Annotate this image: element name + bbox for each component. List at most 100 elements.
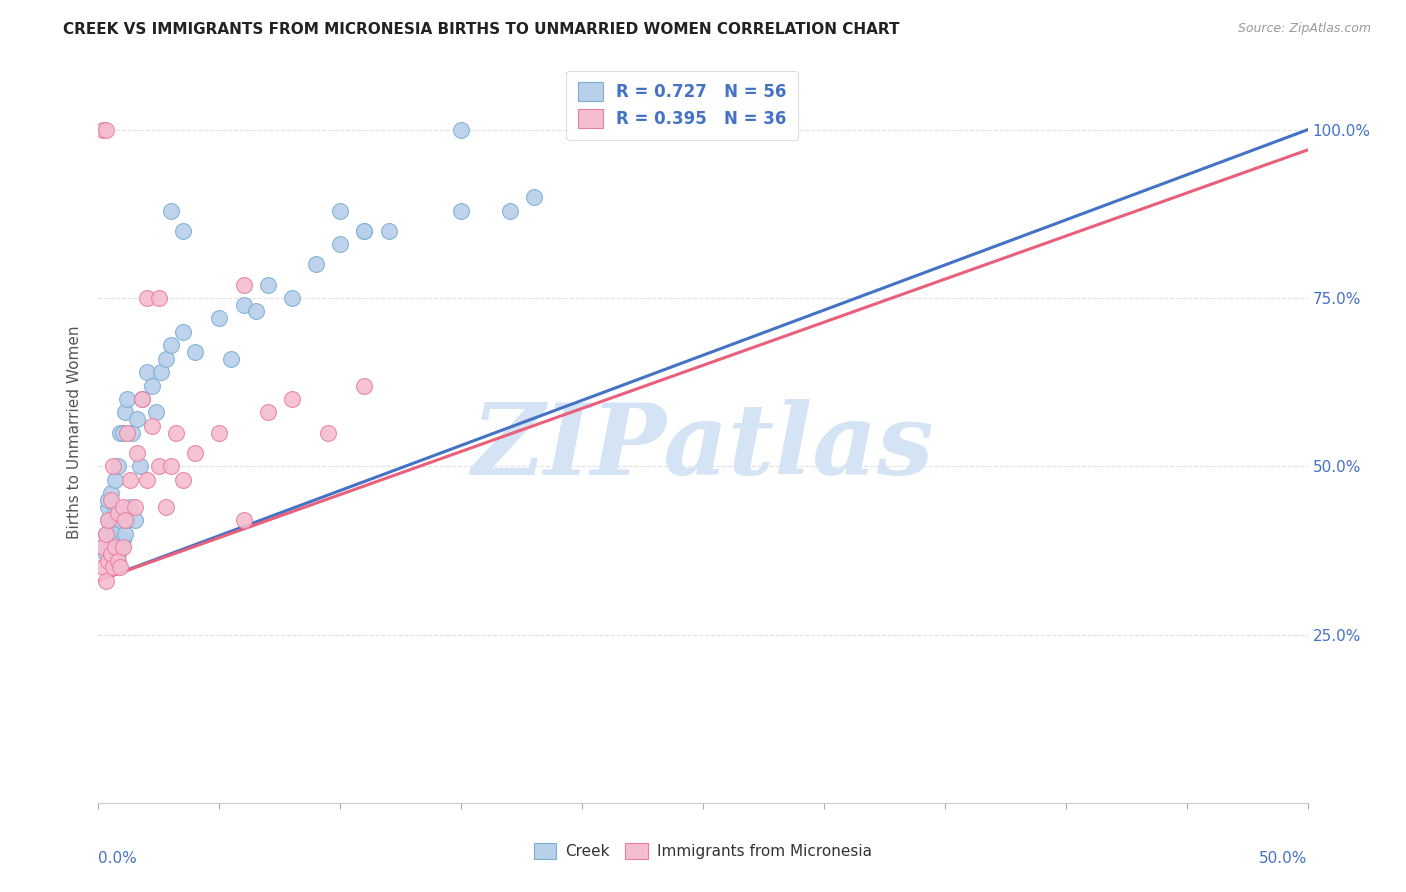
Point [353, 378, 375, 392]
Point [329, 203, 352, 218]
Point [100, 547, 122, 561]
Point [108, 425, 131, 440]
Point [104, 473, 127, 487]
Point [450, 122, 472, 136]
Point [100, 540, 122, 554]
Point [141, 418, 163, 433]
Point [281, 291, 304, 305]
Point [305, 257, 328, 271]
Text: ZIPatlas: ZIPatlas [472, 400, 934, 496]
Point [208, 425, 231, 440]
Point [104, 526, 127, 541]
Point [232, 277, 254, 292]
Point [111, 533, 134, 548]
Point [101, 459, 124, 474]
Point [97, 513, 120, 527]
Point [353, 224, 375, 238]
Point [101, 560, 124, 574]
Point [104, 540, 127, 554]
Point [101, 520, 124, 534]
Point [108, 513, 131, 527]
Point [316, 425, 339, 440]
Point [94, 526, 117, 541]
Point [329, 237, 352, 252]
Point [160, 203, 183, 218]
Point [208, 311, 231, 326]
Point [160, 338, 183, 352]
Point [97, 513, 120, 527]
Point [104, 553, 127, 567]
Point [155, 351, 177, 366]
Point [94, 547, 117, 561]
Point [281, 392, 304, 406]
Point [184, 446, 207, 460]
Text: CREEK VS IMMIGRANTS FROM MICRONESIA BIRTHS TO UNMARRIED WOMEN CORRELATION CHART: CREEK VS IMMIGRANTS FROM MICRONESIA BIRT… [63, 22, 900, 37]
Point [108, 540, 131, 554]
Point [117, 425, 139, 440]
Point [94, 574, 117, 588]
Point [107, 547, 129, 561]
Y-axis label: Births to Unmarried Women: Births to Unmarried Women [67, 326, 83, 540]
Point [94, 122, 117, 136]
Point [127, 412, 149, 426]
Point [135, 291, 157, 305]
Point [450, 203, 472, 218]
Point [221, 351, 243, 366]
Point [172, 473, 194, 487]
Point [135, 473, 157, 487]
Point [107, 507, 129, 521]
Point [114, 405, 136, 419]
Point [108, 560, 131, 574]
Text: Source: ZipAtlas.com: Source: ZipAtlas.com [1237, 22, 1371, 36]
Point [107, 553, 129, 567]
Point [114, 513, 136, 527]
Point [104, 507, 127, 521]
Point [117, 392, 139, 406]
Point [124, 500, 146, 514]
Point [91, 122, 114, 136]
Point [97, 553, 120, 567]
Point [232, 298, 254, 312]
Point [100, 486, 122, 500]
Point [118, 473, 141, 487]
Point [117, 513, 139, 527]
Point [128, 459, 150, 474]
Point [141, 378, 163, 392]
Point [97, 492, 120, 507]
Point [91, 540, 114, 554]
Point [100, 553, 122, 567]
Text: 0.0%: 0.0% [98, 851, 138, 866]
Point [100, 513, 122, 527]
Point [256, 277, 278, 292]
Point [97, 500, 120, 514]
Point [131, 392, 153, 406]
Point [498, 203, 520, 218]
Point [121, 425, 143, 440]
Point [101, 547, 124, 561]
Point [114, 526, 136, 541]
Point [111, 540, 134, 554]
Text: 50.0%: 50.0% [1260, 851, 1308, 866]
Point [111, 507, 134, 521]
Point [165, 425, 187, 440]
Point [155, 500, 177, 514]
Point [100, 492, 122, 507]
Point [131, 392, 153, 406]
Point [148, 291, 170, 305]
Point [172, 224, 194, 238]
Point [184, 344, 207, 359]
Point [145, 405, 167, 419]
Point [101, 533, 124, 548]
Point [127, 446, 149, 460]
Point [523, 190, 546, 204]
Point [232, 513, 254, 527]
Point [124, 513, 146, 527]
Point [91, 540, 114, 554]
Point [172, 325, 194, 339]
Point [91, 560, 114, 574]
Legend: Creek, Immigrants from Micronesia: Creek, Immigrants from Micronesia [527, 837, 879, 865]
Point [111, 425, 134, 440]
Point [94, 526, 117, 541]
Point [118, 500, 141, 514]
Point [111, 500, 134, 514]
